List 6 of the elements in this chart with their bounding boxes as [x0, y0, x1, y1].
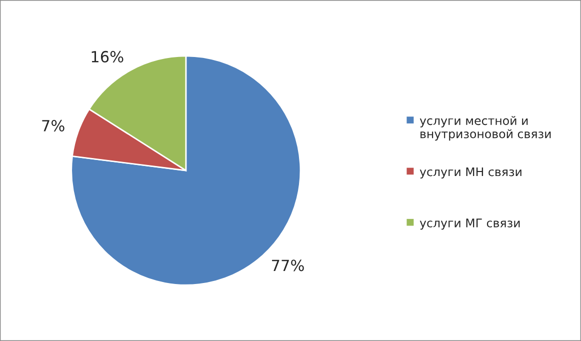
legend-label: услуги местной и внутризоновой связи [420, 116, 551, 141]
legend-label: услуги МН связи [420, 167, 522, 179]
legend-label: услуги МГ связи [420, 218, 520, 230]
data-label: 77% [272, 260, 304, 272]
data-label: 7% [42, 120, 64, 132]
data-label: 16% [92, 50, 124, 62]
